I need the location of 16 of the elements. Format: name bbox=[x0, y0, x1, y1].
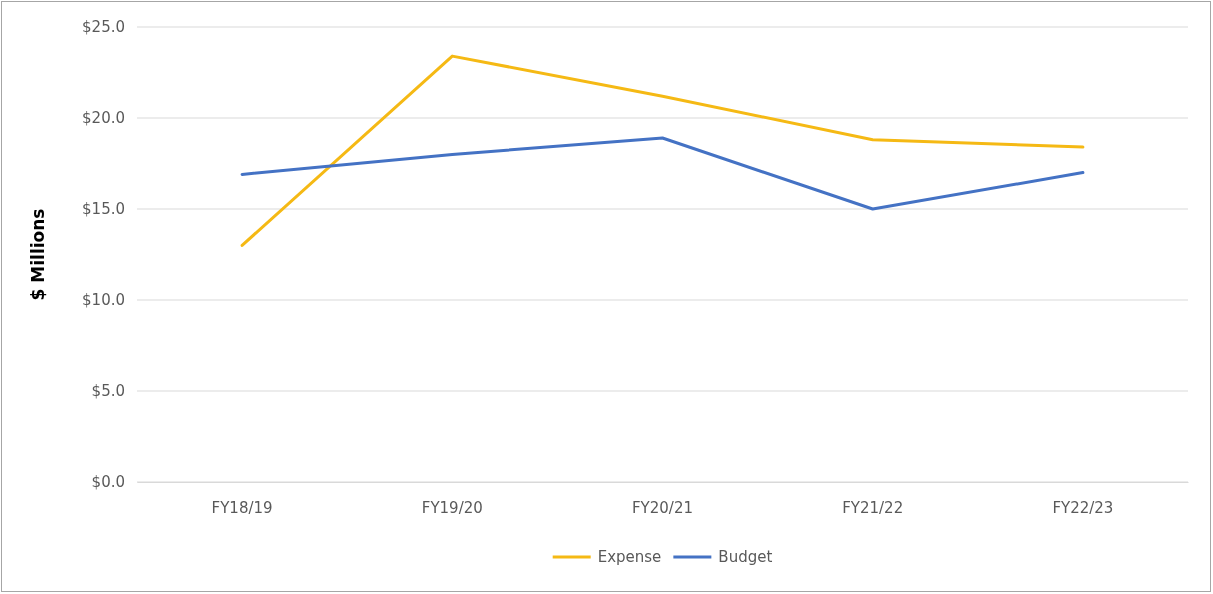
y-tick-label: $5.0 bbox=[91, 382, 125, 401]
legend-label: Budget bbox=[718, 548, 773, 566]
x-tick-label: FY20/21 bbox=[631, 498, 694, 517]
y-tick-label: $20.0 bbox=[82, 109, 125, 128]
y-tick-label: $25.0 bbox=[82, 18, 125, 37]
y-axis-title: $ Millions bbox=[28, 208, 48, 301]
x-tick-label: FY22/23 bbox=[1052, 498, 1114, 517]
y-tick-label: $10.0 bbox=[82, 291, 125, 310]
line-series bbox=[240, 136, 1085, 211]
x-tick-label: FY21/22 bbox=[842, 498, 904, 517]
line-series bbox=[240, 54, 1085, 247]
x-tick-label: FY18/19 bbox=[211, 498, 273, 517]
x-tick-label: FY19/20 bbox=[421, 498, 483, 517]
legend-label: Expense bbox=[597, 548, 662, 566]
y-tick-label: $15.0 bbox=[82, 200, 125, 219]
y-tick-label: $0.0 bbox=[91, 473, 125, 492]
